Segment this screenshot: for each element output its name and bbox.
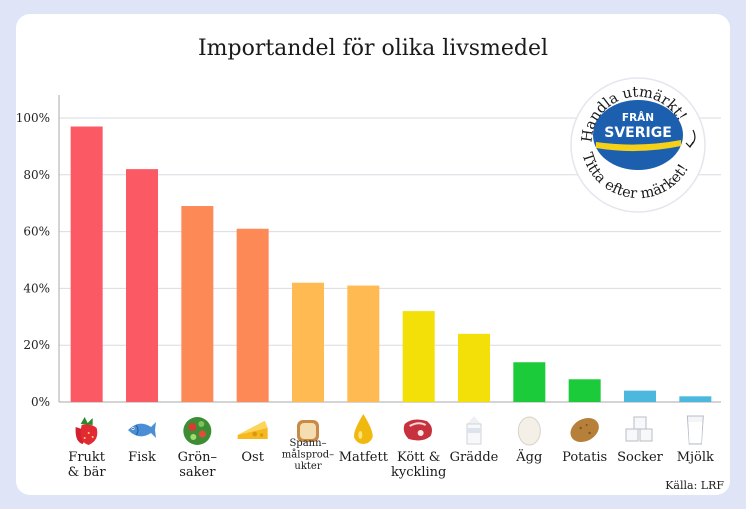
x-tick-label: Frukt [68,450,105,465]
y-tick-label: 20% [23,338,50,352]
bar [402,311,435,402]
y-tick-label: 100% [16,111,50,125]
x-tick-label: kyckling [391,465,446,480]
oil-drop-icon [354,414,373,444]
bar [236,228,269,402]
bar [458,333,490,402]
x-tick-label: Spann– [289,438,326,449]
bar [181,206,214,402]
bar [292,282,324,402]
y-tick-label: 80% [23,168,50,182]
fish-icon [128,422,156,438]
arrow-icon [685,129,696,148]
x-tick-label: Matfett [339,450,389,465]
y-tick-label: 60% [23,225,50,239]
bar [513,362,546,402]
bar [568,379,601,402]
bar [70,126,103,403]
x-tick-label: Potatis [562,450,607,465]
x-tick-label: saker [179,465,216,480]
logo-line2: SVERIGE [604,125,672,141]
cheese-icon [237,421,268,439]
sugar-cubes-icon [625,416,653,442]
x-tick-label: Mjölk [677,450,714,465]
y-tick-label: 40% [23,281,50,295]
bar [679,396,712,402]
x-tick-label: målsprod– [282,449,334,461]
x-tick-label: Grön– [178,450,217,465]
milk-glass-icon [686,415,704,445]
chart-title: Importandel för olika livsmedel [197,36,549,61]
bar [347,285,380,402]
y-tick-label: 0% [31,395,50,409]
x-tick-label: Fisk [128,450,156,465]
source-note: Källa: LRF [665,479,724,492]
x-tick-label: Socker [617,450,664,465]
bread-icon [297,420,319,442]
salad-icon [183,417,212,445]
cream-carton-icon [466,416,482,445]
egg-icon [517,416,541,446]
x-tick-label: & bär [68,465,107,480]
x-tick-label: Kött & [397,450,440,465]
bar [126,169,158,402]
x-tick-label: Ost [241,450,264,465]
logo-line1: FRÅN [622,111,654,124]
bar [624,390,656,402]
x-tick-label: Ägg [515,448,542,465]
strawberry-icon [75,417,98,445]
fran-sverige-logo: FRÅN SVERIGE [593,100,683,170]
fran-sverige-badge: Handla utmärkt! Titta efter märket! FRÅN… [570,77,706,213]
steak-icon [403,419,432,441]
x-tick-label: Grädde [450,450,499,465]
x-tick-label: ukter [294,461,321,472]
potato-icon [570,418,599,442]
